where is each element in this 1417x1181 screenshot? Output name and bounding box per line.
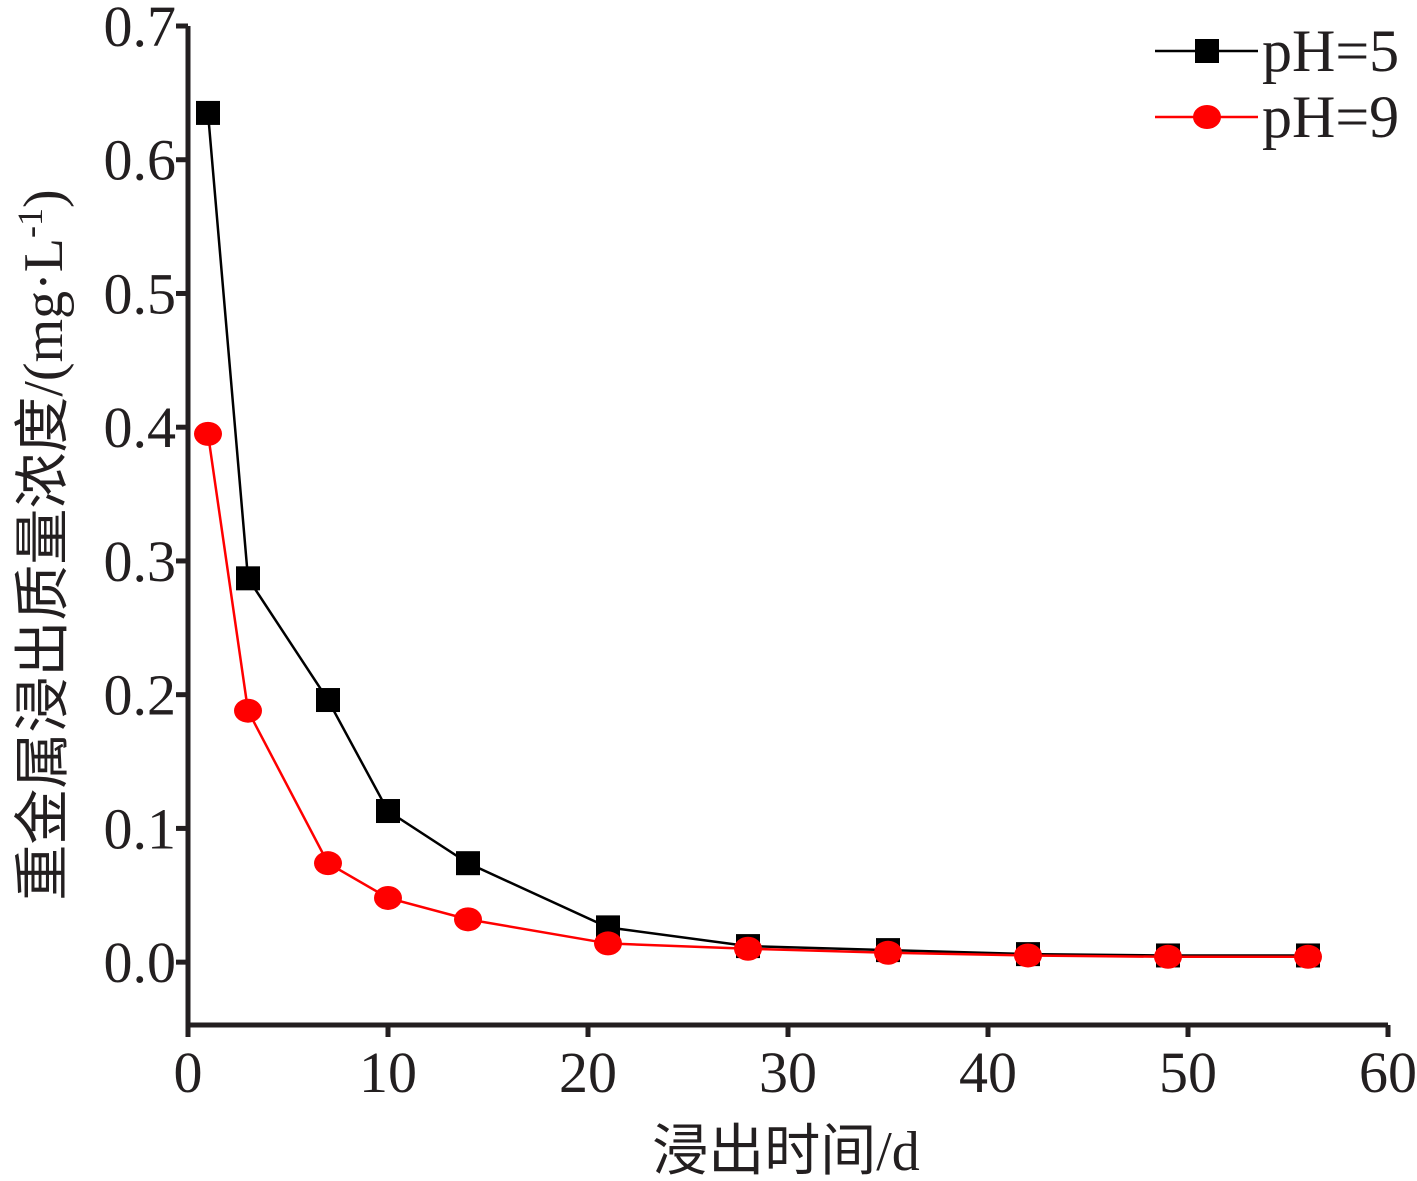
data-point [1014,943,1042,968]
data-point [874,940,902,965]
legend-entry-1: pH=5 [1155,18,1399,84]
data-point [1154,944,1182,969]
data-point [314,851,342,876]
y-axis-title-superscript: -1 [10,208,50,238]
y-tick-label-0.2: 0.2 [104,663,177,728]
x-tick-label-0: 0 [174,1040,203,1105]
data-point [376,799,400,824]
axes: 0 10 20 30 40 50 60 0.0 0.1 0.2 0.3 0.4 0.5 0.6 0.7 [104,0,1417,1105]
data-point [234,698,262,723]
series-1 [196,100,1320,968]
data-point [196,100,220,125]
legend-label: pH=5 [1262,18,1399,84]
data-point [374,885,402,910]
series-2 [194,421,1322,969]
series-layer [194,100,1322,969]
y-tick-label-0.7: 0.7 [104,0,177,59]
legend-marker [1195,39,1219,63]
y-axis-title-main: 重金属浸出质量浓度/(mg·L [13,238,75,901]
y-axis-title: 重金属浸出质量浓度/(mg·L-1) [10,189,75,900]
legend-marker [1193,105,1221,129]
y-tick-label-0.6: 0.6 [104,128,177,193]
y-tick-label-0: 0.0 [104,930,177,995]
legend: pH=5pH=9 [1155,18,1399,150]
y-axis-title-close: ) [13,189,75,208]
data-point [236,566,260,591]
series-line-1 [206,112,1308,957]
x-tick-label-60: 60 [1359,1040,1417,1105]
data-point [316,688,340,713]
x-axis-title: 浸出时间/d [652,1121,920,1181]
data-point [594,931,622,956]
x-tick-label-40: 40 [959,1040,1017,1105]
data-point [734,936,762,961]
y-tick-label-0.5: 0.5 [104,261,177,326]
data-point [1294,944,1322,969]
data-point [456,851,480,876]
data-point [194,421,222,446]
x-tick-label-10: 10 [359,1040,417,1105]
y-tick-label-0.4: 0.4 [104,395,177,460]
legend-label: pH=9 [1262,84,1399,150]
series-line-2 [206,433,1308,959]
y-tick-label-0.1: 0.1 [104,796,177,861]
data-point [454,907,482,932]
x-tick-label-50: 50 [1159,1040,1217,1105]
x-tick-label-20: 20 [559,1040,617,1105]
y-tick-label-0.3: 0.3 [104,529,177,594]
legend-entry-2: pH=9 [1155,84,1399,150]
x-tick-label-30: 30 [759,1040,817,1105]
